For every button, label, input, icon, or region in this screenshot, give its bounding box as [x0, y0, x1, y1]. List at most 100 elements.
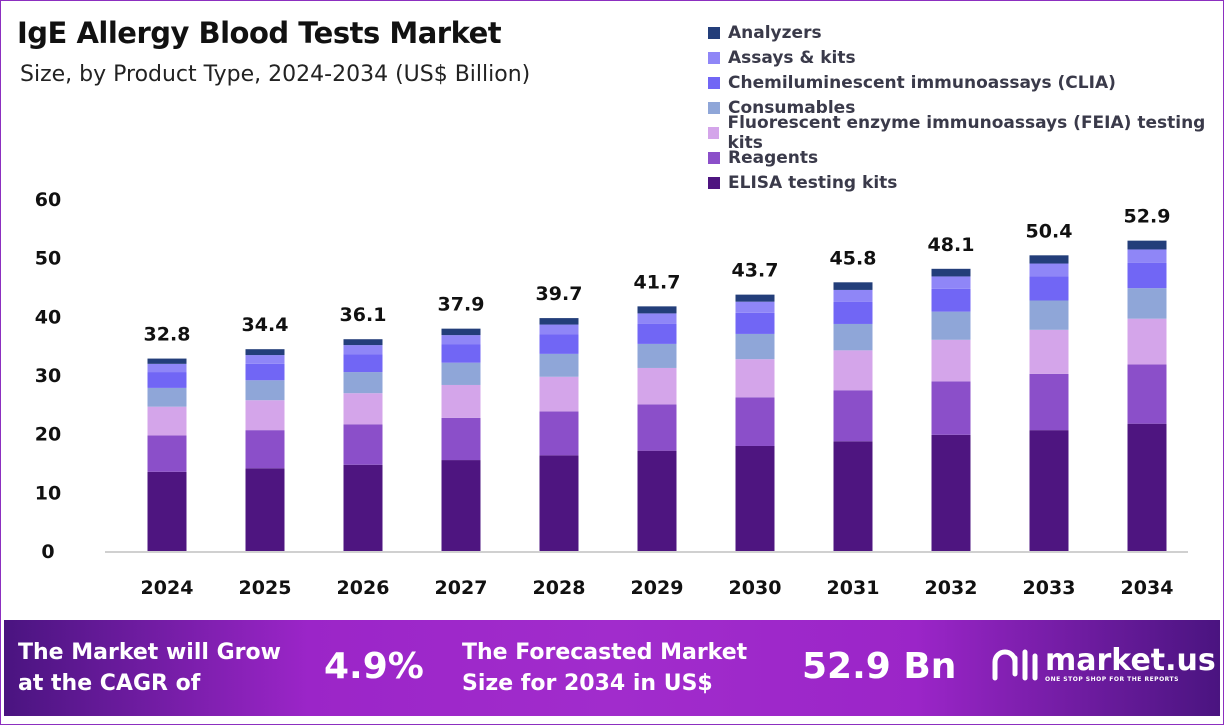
- bar-segment-fluorescent-enzyme-immunoassays-feia-testing-kits-2031: [833, 350, 873, 391]
- legend-label: ELISA testing kits: [728, 172, 898, 193]
- bar-segment-chemiluminescent-immunoassays-clia--2031: [833, 301, 873, 324]
- data-label-total: 52.9: [1124, 206, 1171, 228]
- summary-banner: The Market will Grow at the CAGR of 4.9%…: [4, 620, 1220, 716]
- bar-segment-fluorescent-enzyme-immunoassays-feia-testing-kits-2026: [343, 393, 383, 425]
- y-tick-label: 10: [35, 482, 61, 504]
- forecast-label-line2: Size for 2034 in US$: [462, 671, 713, 696]
- bar-segment-analyzers-2032: [931, 268, 971, 277]
- bar-segment-consumables-2025: [245, 380, 285, 401]
- bar-segment-reagents-2029: [637, 404, 677, 451]
- bar-segment-assays-kits-2026: [343, 345, 383, 355]
- bar-segment-fluorescent-enzyme-immunoassays-feia-testing-kits-2025: [245, 400, 285, 431]
- y-tick-label: 40: [35, 306, 61, 328]
- bar-segment-fluorescent-enzyme-immunoassays-feia-testing-kits-2034: [1127, 318, 1167, 365]
- data-label-total: 41.7: [634, 271, 681, 293]
- bar-segment-elisa-testing-kits-2027: [441, 460, 481, 551]
- x-tick-label: 2028: [533, 577, 586, 599]
- stacked-bar-chart: 010203040506032.8202434.4202536.1202637.…: [35, 189, 1188, 599]
- x-tick-label: 2024: [141, 577, 194, 599]
- bar-segment-analyzers-2033: [1029, 255, 1069, 264]
- bar-segment-elisa-testing-kits-2028: [539, 455, 579, 551]
- bar-segment-analyzers-2031: [833, 282, 873, 290]
- legend-item: Reagents: [708, 145, 1224, 170]
- bar-segment-consumables-2026: [343, 372, 383, 394]
- data-label-total: 34.4: [242, 314, 289, 336]
- forecast-label: The Forecasted Market Size for 2034 in U…: [462, 637, 747, 699]
- bar-segment-fluorescent-enzyme-immunoassays-feia-testing-kits-2029: [637, 367, 677, 405]
- bar-segment-elisa-testing-kits-2032: [931, 434, 971, 551]
- bar-segment-elisa-testing-kits-2029: [637, 450, 677, 551]
- bar-segment-reagents-2032: [931, 381, 971, 435]
- data-label-total: 36.1: [340, 304, 387, 326]
- bar-segment-analyzers-2024: [147, 358, 187, 364]
- legend-swatch: [708, 51, 720, 64]
- bar-segment-analyzers-2034: [1127, 240, 1167, 250]
- bar-segment-reagents-2033: [1029, 373, 1069, 431]
- bar-segment-analyzers-2025: [245, 349, 285, 356]
- legend-label: Chemiluminescent immunoassays (CLIA): [728, 72, 1116, 93]
- bar-segment-reagents-2034: [1127, 364, 1167, 424]
- legend-swatch: [708, 151, 720, 164]
- bar-segment-assays-kits-2028: [539, 324, 579, 335]
- bar-segment-assays-kits-2033: [1029, 263, 1069, 277]
- bar-segment-elisa-testing-kits-2025: [245, 468, 285, 551]
- bar-segment-chemiluminescent-immunoassays-clia--2025: [245, 363, 285, 381]
- bar-segment-reagents-2031: [833, 390, 873, 442]
- legend-label: Reagents: [728, 147, 819, 168]
- bar-segment-assays-kits-2024: [147, 363, 187, 373]
- bar-segment-assays-kits-2031: [833, 289, 873, 302]
- bar-segment-fluorescent-enzyme-immunoassays-feia-testing-kits-2030: [735, 359, 775, 398]
- forecast-value: 52.9 Bn: [802, 646, 957, 687]
- bar-segment-fluorescent-enzyme-immunoassays-feia-testing-kits-2028: [539, 376, 579, 412]
- y-tick-label: 30: [35, 365, 61, 387]
- bar-segment-assays-kits-2029: [637, 313, 677, 324]
- bar-segment-consumables-2024: [147, 387, 187, 407]
- bar-segment-elisa-testing-kits-2026: [343, 464, 383, 551]
- cagr-label-line2: at the CAGR of: [18, 671, 201, 696]
- bar-segment-consumables-2034: [1127, 288, 1167, 319]
- bar-segment-consumables-2030: [735, 333, 775, 360]
- legend-item: Analyzers: [708, 20, 1224, 45]
- data-label-total: 45.8: [830, 247, 877, 269]
- y-tick-label: 20: [35, 424, 61, 446]
- legend-item: ELISA testing kits: [708, 170, 1224, 195]
- bar-segment-consumables-2027: [441, 362, 481, 385]
- legend-swatch: [708, 76, 720, 89]
- legend-label: Fluorescent enzyme immunoassays (FEIA) t…: [727, 112, 1206, 153]
- bar-segment-elisa-testing-kits-2030: [735, 445, 775, 551]
- legend-item: Consumables: [708, 95, 1224, 120]
- bar-segment-analyzers-2027: [441, 328, 481, 336]
- bar-segment-chemiluminescent-immunoassays-clia--2033: [1029, 276, 1069, 301]
- legend-swatch: [708, 126, 720, 139]
- bar-segment-analyzers-2028: [539, 318, 579, 325]
- x-tick-label: 2033: [1023, 577, 1076, 599]
- bar-segment-reagents-2026: [343, 424, 383, 465]
- bar-segment-chemiluminescent-immunoassays-clia--2024: [147, 372, 187, 388]
- bar-segment-elisa-testing-kits-2033: [1029, 430, 1069, 551]
- data-label-total: 39.7: [536, 283, 583, 305]
- bar-segment-fluorescent-enzyme-immunoassays-feia-testing-kits-2033: [1029, 329, 1069, 374]
- legend-swatch: [708, 176, 720, 189]
- x-tick-label: 2025: [239, 577, 292, 599]
- logo-tagline: ONE STOP SHOP FOR THE REPORTS: [1045, 675, 1179, 683]
- bar-segment-reagents-2025: [245, 430, 285, 469]
- x-tick-label: 2030: [729, 577, 782, 599]
- y-tick-label: 50: [35, 248, 61, 270]
- cagr-value: 4.9%: [324, 646, 424, 687]
- bar-segment-chemiluminescent-immunoassays-clia--2032: [931, 288, 971, 312]
- bar-segment-chemiluminescent-immunoassays-clia--2028: [539, 334, 579, 354]
- legend: Analyzers Assays & kits Chemiluminescent i…: [708, 20, 1224, 195]
- bar-segment-assays-kits-2034: [1127, 249, 1167, 263]
- x-tick-label: 2032: [925, 577, 978, 599]
- bar-segment-elisa-testing-kits-2034: [1127, 423, 1167, 551]
- x-tick-label: 2029: [631, 577, 684, 599]
- data-label-total: 50.4: [1026, 220, 1073, 242]
- bar-segment-consumables-2028: [539, 353, 579, 377]
- legend-item: Chemiluminescent immunoassays (CLIA): [708, 70, 1224, 95]
- chart-title: IgE Allergy Blood Tests Market: [17, 16, 502, 50]
- data-label-total: 48.1: [928, 234, 975, 256]
- bar-segment-consumables-2029: [637, 343, 677, 368]
- legend-label: Assays & kits: [728, 47, 856, 68]
- cagr-label-line1: The Market will Grow: [18, 640, 281, 665]
- legend-item: Fluorescent enzyme immunoassays (FEIA) t…: [708, 113, 1224, 153]
